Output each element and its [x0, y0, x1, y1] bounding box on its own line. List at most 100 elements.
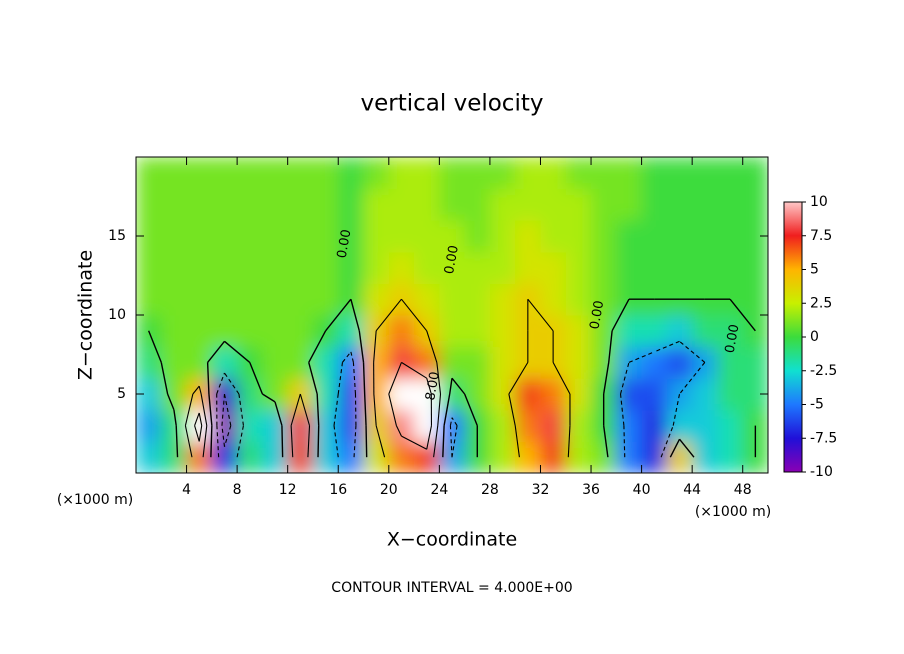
field-cell — [666, 378, 693, 411]
field-cell — [489, 220, 516, 253]
field-cell — [363, 220, 390, 253]
x-tick-label: 40 — [633, 482, 651, 498]
field-cell — [439, 157, 466, 190]
field-cell — [312, 157, 339, 190]
x-unit: (×1000 m) — [57, 492, 133, 508]
contour-line — [337, 362, 343, 395]
contour-line — [184, 393, 194, 426]
contour-line — [192, 385, 200, 395]
field-cell — [717, 441, 744, 473]
field-cell — [439, 378, 466, 411]
field-cell — [363, 188, 390, 221]
contour-line — [451, 417, 458, 426]
contour-line — [449, 425, 453, 458]
field-cell — [338, 409, 365, 442]
field-cell — [414, 251, 440, 284]
contour-line — [290, 393, 301, 426]
field-cell — [312, 441, 339, 473]
field-cell — [464, 188, 491, 221]
chart-title: vertical velocity — [361, 91, 544, 117]
field-cell — [161, 220, 188, 253]
field-cell — [540, 188, 567, 221]
field-cell — [262, 251, 289, 284]
field-cell — [161, 157, 188, 190]
field-cell — [717, 251, 744, 284]
contour-line — [236, 425, 244, 458]
field-cell — [565, 251, 592, 284]
field-cell — [136, 188, 162, 221]
x-axis-label: X−coordinate — [387, 529, 517, 551]
field-cell — [388, 315, 415, 348]
field-cell — [515, 441, 541, 473]
field-cell — [692, 409, 718, 442]
contour-line — [221, 425, 226, 447]
field-cell — [262, 188, 289, 221]
field-cell — [540, 409, 567, 442]
field-cell — [287, 251, 314, 284]
contour-line — [353, 425, 357, 458]
field-cell — [489, 157, 516, 190]
field-cell — [363, 378, 390, 411]
contour-label: 0.00 — [335, 228, 355, 259]
contour-line — [210, 425, 213, 458]
field-cell — [540, 378, 567, 411]
field-cell — [616, 251, 643, 284]
x-tick-label: 32 — [532, 482, 550, 498]
field-cell — [591, 346, 617, 379]
contour-line — [221, 393, 226, 426]
contour-line — [262, 393, 276, 403]
field-cell — [616, 441, 643, 473]
contour-line — [679, 340, 706, 363]
field-cell — [591, 220, 617, 253]
field-cell — [464, 220, 491, 253]
field-cell — [489, 378, 516, 411]
contour-line — [308, 362, 318, 395]
contour-line — [449, 378, 453, 395]
field-cell — [388, 220, 415, 253]
field-cell — [616, 220, 643, 253]
field-cell — [717, 315, 744, 348]
contour-line — [365, 425, 368, 458]
field-cell — [161, 283, 188, 316]
field-cell — [464, 157, 491, 190]
contour-line — [426, 425, 432, 450]
field-cell — [692, 378, 718, 411]
field-cell — [515, 157, 541, 190]
contour-line — [223, 425, 232, 447]
field-cell — [742, 283, 768, 316]
field-cell — [414, 409, 440, 442]
field-cell — [211, 157, 238, 190]
field-cell — [161, 188, 188, 221]
field-cell — [414, 220, 440, 253]
contour-line — [175, 425, 179, 458]
field-cell — [540, 220, 567, 253]
field-cell — [489, 188, 516, 221]
colorbar-tick-label: -5 — [810, 397, 824, 413]
y-tick-label: 5 — [117, 386, 126, 402]
contours — [147, 298, 757, 458]
field-cell — [641, 378, 668, 411]
contour-line — [325, 298, 352, 332]
field-cell — [692, 220, 718, 253]
field-cell — [186, 220, 213, 253]
field-cell — [211, 409, 238, 442]
colorbar-tick-label: 7.5 — [810, 228, 832, 244]
contour-line — [202, 425, 208, 458]
field-cell — [161, 441, 188, 473]
contour-line — [567, 425, 571, 458]
field-cell — [641, 220, 668, 253]
field-cell — [540, 441, 567, 473]
contour-line — [426, 378, 432, 395]
field-cell — [489, 315, 516, 348]
contour-line — [216, 425, 220, 458]
field-cell — [515, 378, 541, 411]
contour-line — [223, 393, 232, 426]
field-cell — [262, 157, 289, 190]
field-cell — [641, 315, 668, 348]
field-cell — [211, 220, 238, 253]
field-cell — [161, 346, 188, 379]
field-cell — [363, 441, 390, 473]
field-cell — [312, 409, 339, 442]
contour-line — [608, 330, 613, 363]
contour-line — [426, 330, 438, 363]
